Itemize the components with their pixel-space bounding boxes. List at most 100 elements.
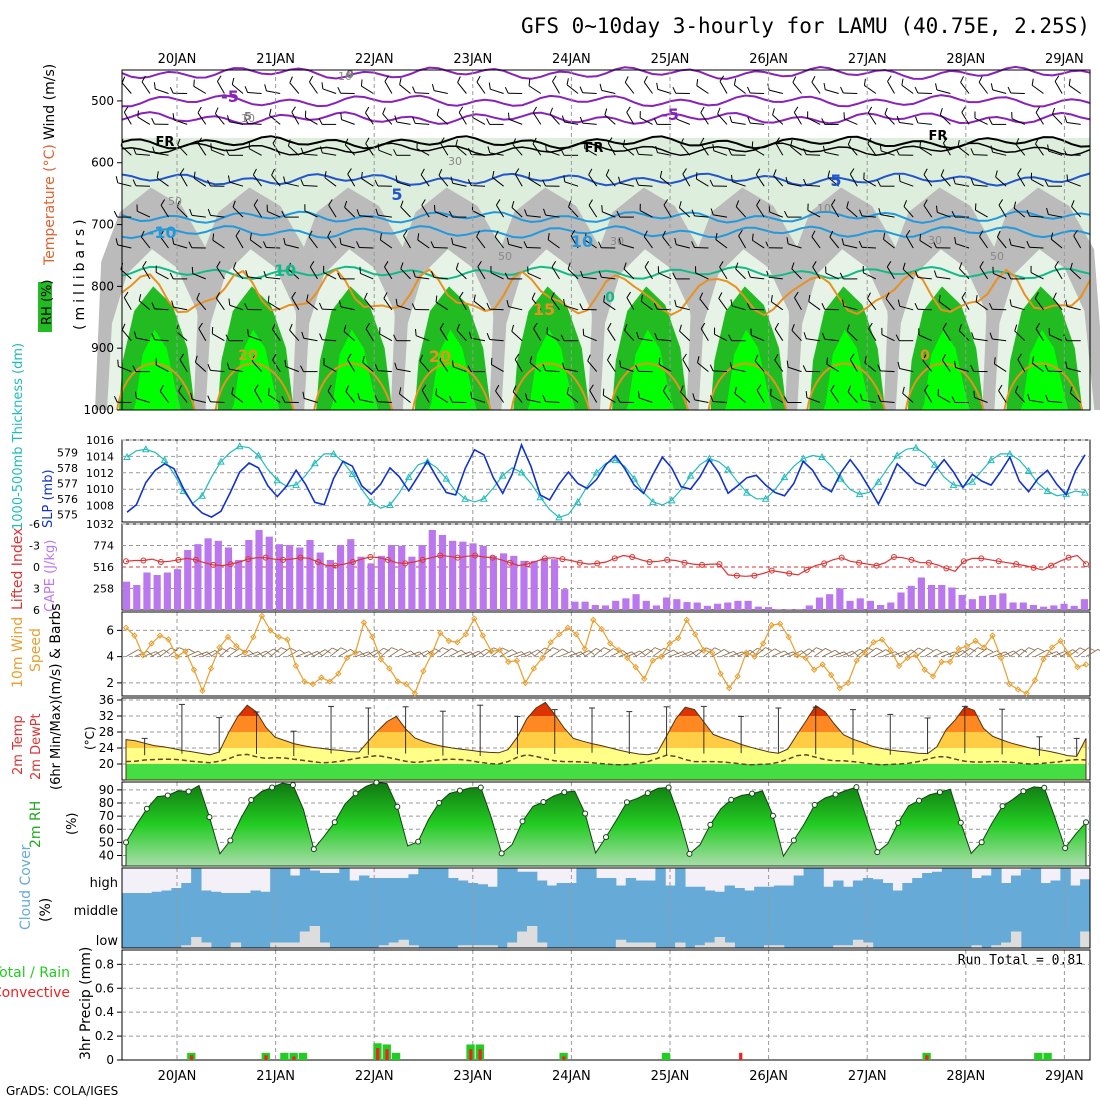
wind-barb	[941, 353, 951, 372]
wind-barb	[189, 208, 206, 218]
surface-barb-staff	[839, 650, 853, 657]
surface-barb-staff	[1000, 650, 1014, 657]
wind-barb	[990, 83, 1007, 94]
wind-barb	[644, 261, 653, 280]
cloud-high-bar	[1070, 885, 1081, 893]
wind-barb	[365, 106, 374, 125]
thickness-tick-label: 578	[57, 462, 78, 475]
barb-flag	[177, 138, 181, 146]
barb-staff	[638, 184, 653, 187]
temp2m-unit-label: (°C)	[83, 726, 97, 750]
barb-staff	[529, 362, 542, 372]
barb-staff	[251, 360, 262, 372]
barb-flag	[728, 148, 733, 156]
cape-bar	[877, 605, 885, 610]
cloud-high-bar	[299, 868, 311, 893]
barb-staff	[587, 360, 598, 372]
barb-flag	[896, 115, 900, 123]
wind-speed-point	[462, 631, 470, 638]
barb-flag	[340, 112, 343, 120]
barb-staff	[160, 204, 169, 218]
barb-flag	[210, 143, 212, 151]
barb-staff	[173, 243, 188, 249]
barb-flag	[398, 387, 402, 394]
barb-staff	[772, 114, 784, 125]
wind-speed-point	[207, 665, 215, 672]
barb-staff	[1011, 118, 1026, 125]
barb-staff	[545, 370, 560, 373]
wind-barb	[321, 82, 337, 94]
barb-flag	[137, 110, 139, 118]
wind-speed-point	[479, 632, 487, 639]
cape-bar	[856, 598, 864, 610]
cloud-low-bar	[833, 945, 844, 948]
wind-barb	[940, 169, 951, 187]
wind-speed-point	[632, 663, 639, 671]
surface-barb-flag	[1037, 647, 1044, 652]
isotherm-label: 20	[238, 348, 258, 364]
barb-flag	[791, 262, 795, 269]
surface-wind-barb	[380, 647, 398, 657]
barb-flag	[327, 230, 332, 238]
barb-staff	[712, 370, 728, 373]
thickness-point	[780, 473, 789, 481]
surface-barb-staff	[780, 651, 794, 657]
wind-barb	[1048, 328, 1063, 342]
cloud-high-bar	[309, 870, 321, 893]
barb-staff	[229, 368, 244, 373]
barb-staff	[1048, 150, 1063, 156]
barb-flag	[113, 395, 118, 403]
isotherm-label: 5	[244, 110, 252, 123]
rh-point	[164, 792, 171, 799]
wind-barb	[718, 292, 728, 311]
wind-barb	[863, 78, 877, 94]
rh-point	[477, 784, 484, 791]
barb-flag	[738, 230, 743, 237]
wind-barb	[807, 203, 821, 218]
barb-flag	[719, 261, 724, 268]
barb-flag	[662, 384, 668, 392]
barb-flag	[719, 75, 725, 82]
barb-flag	[435, 295, 438, 303]
wind-barb	[674, 237, 690, 249]
barb-flag	[1050, 232, 1054, 240]
cape-bar	[713, 603, 722, 610]
wind-speed-point	[938, 658, 945, 666]
surface-barb-flag	[784, 650, 790, 656]
barb-staff	[120, 269, 132, 280]
barb-staff	[266, 276, 281, 280]
barb-flag	[961, 291, 967, 298]
barb-flag	[598, 270, 602, 278]
barb-flag	[821, 332, 826, 340]
barb-staff	[942, 328, 951, 341]
barb-flag	[697, 356, 700, 363]
wind-barb	[532, 106, 542, 125]
barb-flag	[823, 82, 826, 90]
barb-staff	[790, 146, 802, 156]
temp2m-axis-label-c: (6hr Min/Max)	[49, 700, 64, 790]
li-cape-series	[123, 530, 1089, 610]
surface-barb-staff	[550, 648, 563, 657]
wind-barb	[734, 386, 746, 403]
barb-staff	[377, 370, 392, 373]
barb-staff	[864, 85, 877, 94]
barb-flag	[623, 262, 627, 270]
barb-flag	[915, 116, 919, 124]
wind-barb	[1065, 361, 1081, 373]
thickness-point	[160, 456, 169, 464]
barb-flag	[587, 354, 591, 362]
barb-staff	[419, 360, 430, 372]
barb-flag	[849, 168, 855, 175]
barb-flag	[512, 138, 517, 145]
barb-staff	[508, 306, 523, 311]
cape-bar	[917, 577, 925, 610]
barb-staff	[754, 360, 765, 372]
barb-flag	[436, 108, 440, 116]
rh-point	[519, 818, 526, 825]
barb-flag	[395, 298, 398, 306]
rh-legend-swatch	[38, 282, 52, 332]
li-tick-label-top: -6	[29, 518, 40, 531]
isotherm-label: -5	[221, 87, 239, 106]
wind-barbs	[113, 75, 1082, 403]
cape-bar	[347, 539, 355, 610]
